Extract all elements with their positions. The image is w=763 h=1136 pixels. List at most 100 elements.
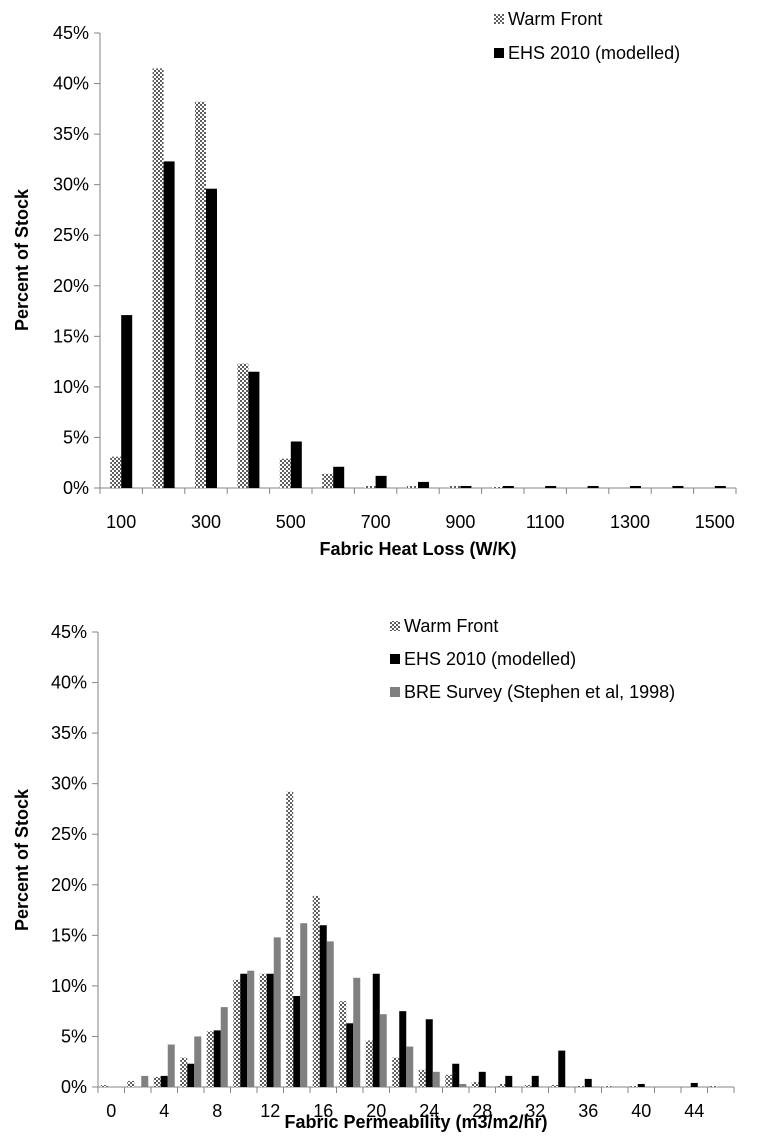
x-tick-label: 20: [366, 1101, 386, 1121]
bar-ehs-2010-modelled: [160, 1075, 168, 1087]
x-tick-label: 4: [159, 1101, 169, 1121]
bar-warm-front: [100, 1084, 108, 1087]
y-tick-label: 20%: [51, 875, 87, 895]
x-tick-label: 1300: [610, 512, 650, 532]
legend-label: EHS 2010 (modelled): [508, 43, 680, 63]
bar-ehs-2010-modelled: [690, 1082, 698, 1087]
x-tick-label: 1500: [695, 512, 735, 532]
x-tick-label: 1100: [526, 512, 565, 532]
y-tick-label: 35%: [53, 124, 89, 144]
x-tick-label: 28: [472, 1101, 492, 1121]
bar-warm-front: [286, 791, 294, 1087]
bar-bre-survey-stephen-et-al-1998: [141, 1075, 149, 1087]
bar-ehs-2010-modelled: [290, 441, 302, 488]
bar-warm-front: [237, 363, 249, 488]
bar-ehs-2010-modelled: [293, 996, 301, 1087]
bar-ehs-2010-modelled: [478, 1071, 486, 1087]
y-tick-label: 40%: [53, 74, 89, 94]
bar-bre-survey-stephen-et-al-1998: [326, 941, 334, 1087]
bar-ehs-2010-modelled: [558, 1050, 566, 1087]
bar-bre-survey-stephen-et-al-1998: [167, 1044, 175, 1087]
legend-swatch: [494, 14, 504, 24]
bar-ehs-2010-modelled: [187, 1063, 195, 1087]
bar-ehs-2010-modelled: [452, 1063, 460, 1087]
x-tick-label: 300: [191, 512, 221, 532]
y-axis-title: Percent of Stock: [12, 788, 32, 931]
y-tick-label: 10%: [51, 976, 87, 996]
bar-bre-survey-stephen-et-al-1998: [459, 1083, 467, 1087]
bar-warm-front: [577, 1085, 585, 1087]
legend-swatch: [390, 687, 400, 697]
bar-warm-front: [418, 1069, 426, 1087]
x-tick-label: 700: [361, 512, 391, 532]
bar-ehs-2010-modelled: [502, 485, 514, 488]
bar-bre-survey-stephen-et-al-1998: [379, 1014, 387, 1087]
legend-swatch: [390, 621, 400, 631]
bar-warm-front: [153, 1076, 161, 1087]
bar-warm-front: [233, 979, 241, 1087]
bar-ehs-2010-modelled: [630, 485, 641, 488]
x-tick-label: 100: [106, 512, 136, 532]
bar-warm-front: [445, 1074, 453, 1087]
bar-warm-front: [206, 1031, 214, 1087]
bar-ehs-2010-modelled: [714, 485, 726, 488]
bar-warm-front: [279, 458, 291, 488]
bar-bre-survey-stephen-et-al-1998: [432, 1071, 440, 1087]
legend-label: BRE Survey (Stephen et al, 1998): [404, 682, 675, 702]
bar-ehs-2010-modelled: [375, 475, 387, 488]
bar-warm-front: [604, 1085, 612, 1087]
x-tick-label: 12: [260, 1101, 280, 1121]
legend-label: EHS 2010 (modelled): [404, 649, 576, 669]
bar-ehs-2010-modelled: [248, 371, 260, 488]
bar-bre-survey-stephen-et-al-1998: [273, 937, 281, 1087]
bar-warm-front: [152, 68, 164, 488]
y-tick-label: 45%: [53, 23, 89, 43]
bar-warm-front: [180, 1057, 188, 1087]
bar-bre-survey-stephen-et-al-1998: [300, 923, 308, 1087]
bar-warm-front: [127, 1080, 135, 1087]
bar-warm-front: [322, 473, 334, 488]
bar-ehs-2010-modelled: [206, 188, 217, 488]
y-tick-label: 15%: [53, 326, 89, 346]
y-tick-label: 5%: [63, 427, 89, 447]
y-tick-label: 30%: [53, 175, 89, 195]
y-axis-title: Percent of Stock: [12, 188, 32, 331]
y-tick-label: 0%: [61, 1077, 87, 1097]
bar-warm-front: [498, 1083, 506, 1087]
y-tick-label: 40%: [51, 673, 87, 693]
x-tick-label: 500: [276, 512, 306, 532]
y-tick-label: 10%: [53, 377, 89, 397]
x-tick-label: 40: [631, 1101, 651, 1121]
bar-bre-survey-stephen-et-al-1998: [353, 977, 361, 1087]
bar-ehs-2010-modelled: [584, 1078, 592, 1087]
bar-warm-front: [365, 1040, 373, 1087]
bar-warm-front: [259, 973, 267, 1087]
bar-ehs-2010-modelled: [121, 315, 133, 488]
y-tick-label: 35%: [51, 723, 87, 743]
bar-warm-front: [524, 1084, 532, 1087]
bar-ehs-2010-modelled: [240, 973, 248, 1087]
bar-warm-front: [339, 1001, 347, 1087]
y-tick-label: 15%: [51, 925, 87, 945]
bar-ehs-2010-modelled: [425, 1019, 433, 1087]
y-tick-label: 30%: [51, 774, 87, 794]
bar-warm-front: [110, 456, 122, 488]
bar-ehs-2010-modelled: [213, 1030, 221, 1087]
bar-ehs-2010-modelled: [319, 925, 327, 1087]
bar-ehs-2010-modelled: [333, 466, 345, 488]
bar-ehs-2010-modelled: [531, 1075, 539, 1087]
bar-ehs-2010-modelled: [399, 1011, 407, 1087]
bar-warm-front: [491, 486, 503, 488]
legend-swatch: [494, 48, 504, 58]
bar-ehs-2010-modelled: [460, 485, 472, 488]
x-tick-label: 24: [419, 1101, 439, 1121]
y-tick-label: 20%: [53, 276, 89, 296]
bar-bre-survey-stephen-et-al-1998: [194, 1036, 202, 1087]
y-tick-label: 5%: [61, 1026, 87, 1046]
bar-warm-front: [630, 1085, 638, 1087]
bar-bre-survey-stephen-et-al-1998: [406, 1046, 414, 1087]
x-tick-label: 8: [212, 1101, 222, 1121]
bar-warm-front: [710, 1085, 718, 1087]
bar-warm-front: [312, 895, 320, 1087]
